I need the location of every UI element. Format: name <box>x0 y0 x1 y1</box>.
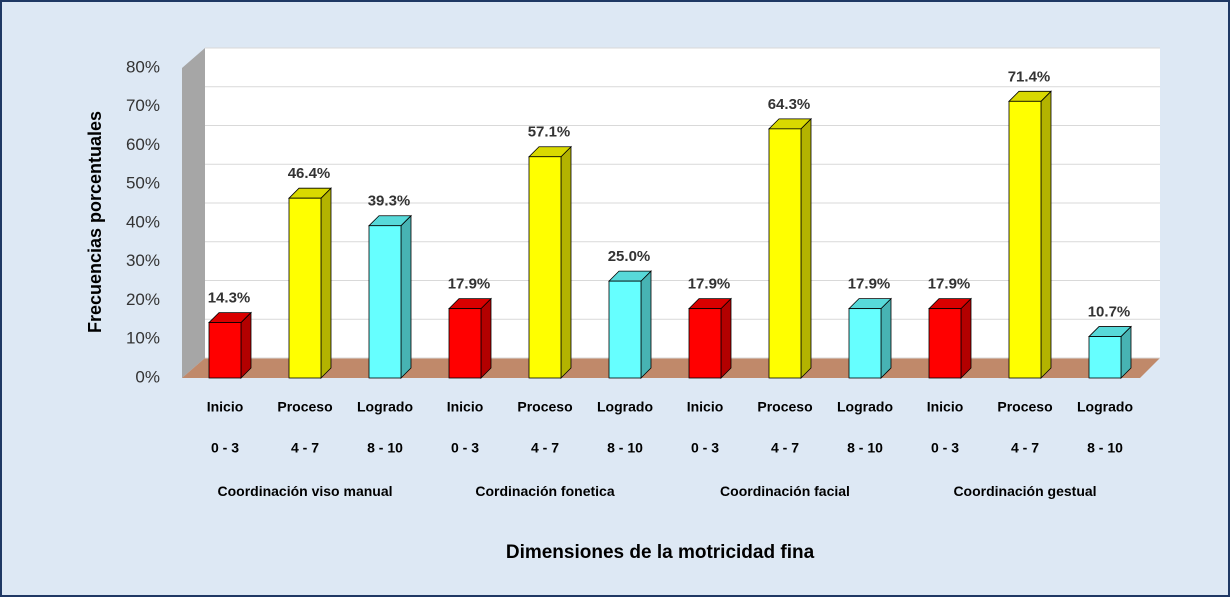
x-axis-title: Dimensiones de la motricidad fina <box>506 542 815 563</box>
series-name: Inicio <box>447 399 484 415</box>
series-name: Proceso <box>517 399 572 415</box>
series-range: 8 - 10 <box>1087 440 1123 456</box>
bar <box>928 297 972 379</box>
data-label: 39.3% <box>368 193 411 210</box>
y-axis-title: Frecuencias porcentuales <box>85 111 105 333</box>
series-range: 8 - 10 <box>607 440 643 456</box>
y-tick-label: 0% <box>135 367 160 386</box>
y-tick-label: 60% <box>126 135 160 154</box>
bar <box>688 297 732 379</box>
y-tick-label: 80% <box>126 57 160 76</box>
series-range: 4 - 7 <box>1011 440 1039 456</box>
bar <box>448 297 492 379</box>
bar-face <box>1008 100 1042 379</box>
bar <box>768 117 812 379</box>
bar-face <box>640 270 652 379</box>
y-tick-label: 30% <box>126 251 160 270</box>
data-label: 10.7% <box>1088 304 1131 321</box>
bar-face <box>528 156 562 379</box>
bar-face <box>880 297 892 379</box>
bar-face <box>800 117 812 379</box>
bar-face <box>608 280 642 379</box>
y-tick-label: 70% <box>126 96 160 115</box>
series-name: Inicio <box>927 399 964 415</box>
bar-face <box>1040 90 1052 379</box>
bar <box>608 270 652 379</box>
bar-face <box>288 197 322 379</box>
y-tick-label: 40% <box>126 212 160 231</box>
data-label: 64.3% <box>768 96 811 113</box>
data-label: 17.9% <box>928 276 971 293</box>
series-name: Proceso <box>997 399 1052 415</box>
bar-face <box>720 297 732 379</box>
data-label: 46.4% <box>288 165 331 182</box>
series-range: 8 - 10 <box>367 440 403 456</box>
series-range: 8 - 10 <box>847 440 883 456</box>
data-label: 25.0% <box>608 248 651 265</box>
bar-face <box>928 308 962 379</box>
y-tick-label: 20% <box>126 290 160 309</box>
bar <box>848 297 892 379</box>
data-label: 17.9% <box>448 276 491 293</box>
bar-face <box>400 214 412 379</box>
y-tick-label: 50% <box>126 174 160 193</box>
series-range: 4 - 7 <box>291 440 319 456</box>
bar-face <box>768 128 802 379</box>
bar <box>288 187 332 379</box>
bar-face <box>320 187 332 379</box>
bar <box>528 145 572 379</box>
bar-face <box>208 322 242 379</box>
bar <box>368 214 412 379</box>
series-range: 0 - 3 <box>451 440 479 456</box>
data-label: 17.9% <box>848 276 891 293</box>
series-name: Logrado <box>837 399 893 415</box>
bar-face <box>560 145 572 379</box>
bar-face <box>368 225 402 379</box>
data-label: 71.4% <box>1008 68 1051 85</box>
bar-face <box>240 311 252 379</box>
bar-face <box>688 308 722 379</box>
bar <box>1008 90 1052 379</box>
category-label: Coordinación facial <box>720 483 850 499</box>
series-range: 0 - 3 <box>211 440 239 456</box>
side-wall <box>182 48 205 378</box>
data-label: 17.9% <box>688 276 731 293</box>
bar-face <box>480 297 492 379</box>
series-name: Logrado <box>1077 399 1133 415</box>
series-name: Inicio <box>687 399 724 415</box>
bar <box>1088 325 1132 379</box>
series-name: Logrado <box>597 399 653 415</box>
series-range: 4 - 7 <box>771 440 799 456</box>
series-range: 0 - 3 <box>691 440 719 456</box>
floor <box>182 358 1160 378</box>
series-range: 4 - 7 <box>531 440 559 456</box>
bar-face <box>848 308 882 379</box>
bar <box>208 311 252 379</box>
series-name: Logrado <box>357 399 413 415</box>
bar-face <box>448 308 482 379</box>
category-label: Cordinación fonetica <box>475 483 615 499</box>
series-name: Proceso <box>757 399 812 415</box>
category-label: Coordinación viso manual <box>217 483 393 499</box>
series-range: 0 - 3 <box>931 440 959 456</box>
series-name: Proceso <box>277 399 332 415</box>
bar-face <box>960 297 972 379</box>
series-name: Inicio <box>207 399 244 415</box>
data-label: 57.1% <box>528 124 571 141</box>
data-label: 14.3% <box>208 290 251 307</box>
bar-face <box>1088 336 1122 379</box>
category-label: Coordinación gestual <box>953 483 1097 499</box>
y-tick-label: 10% <box>126 329 160 348</box>
